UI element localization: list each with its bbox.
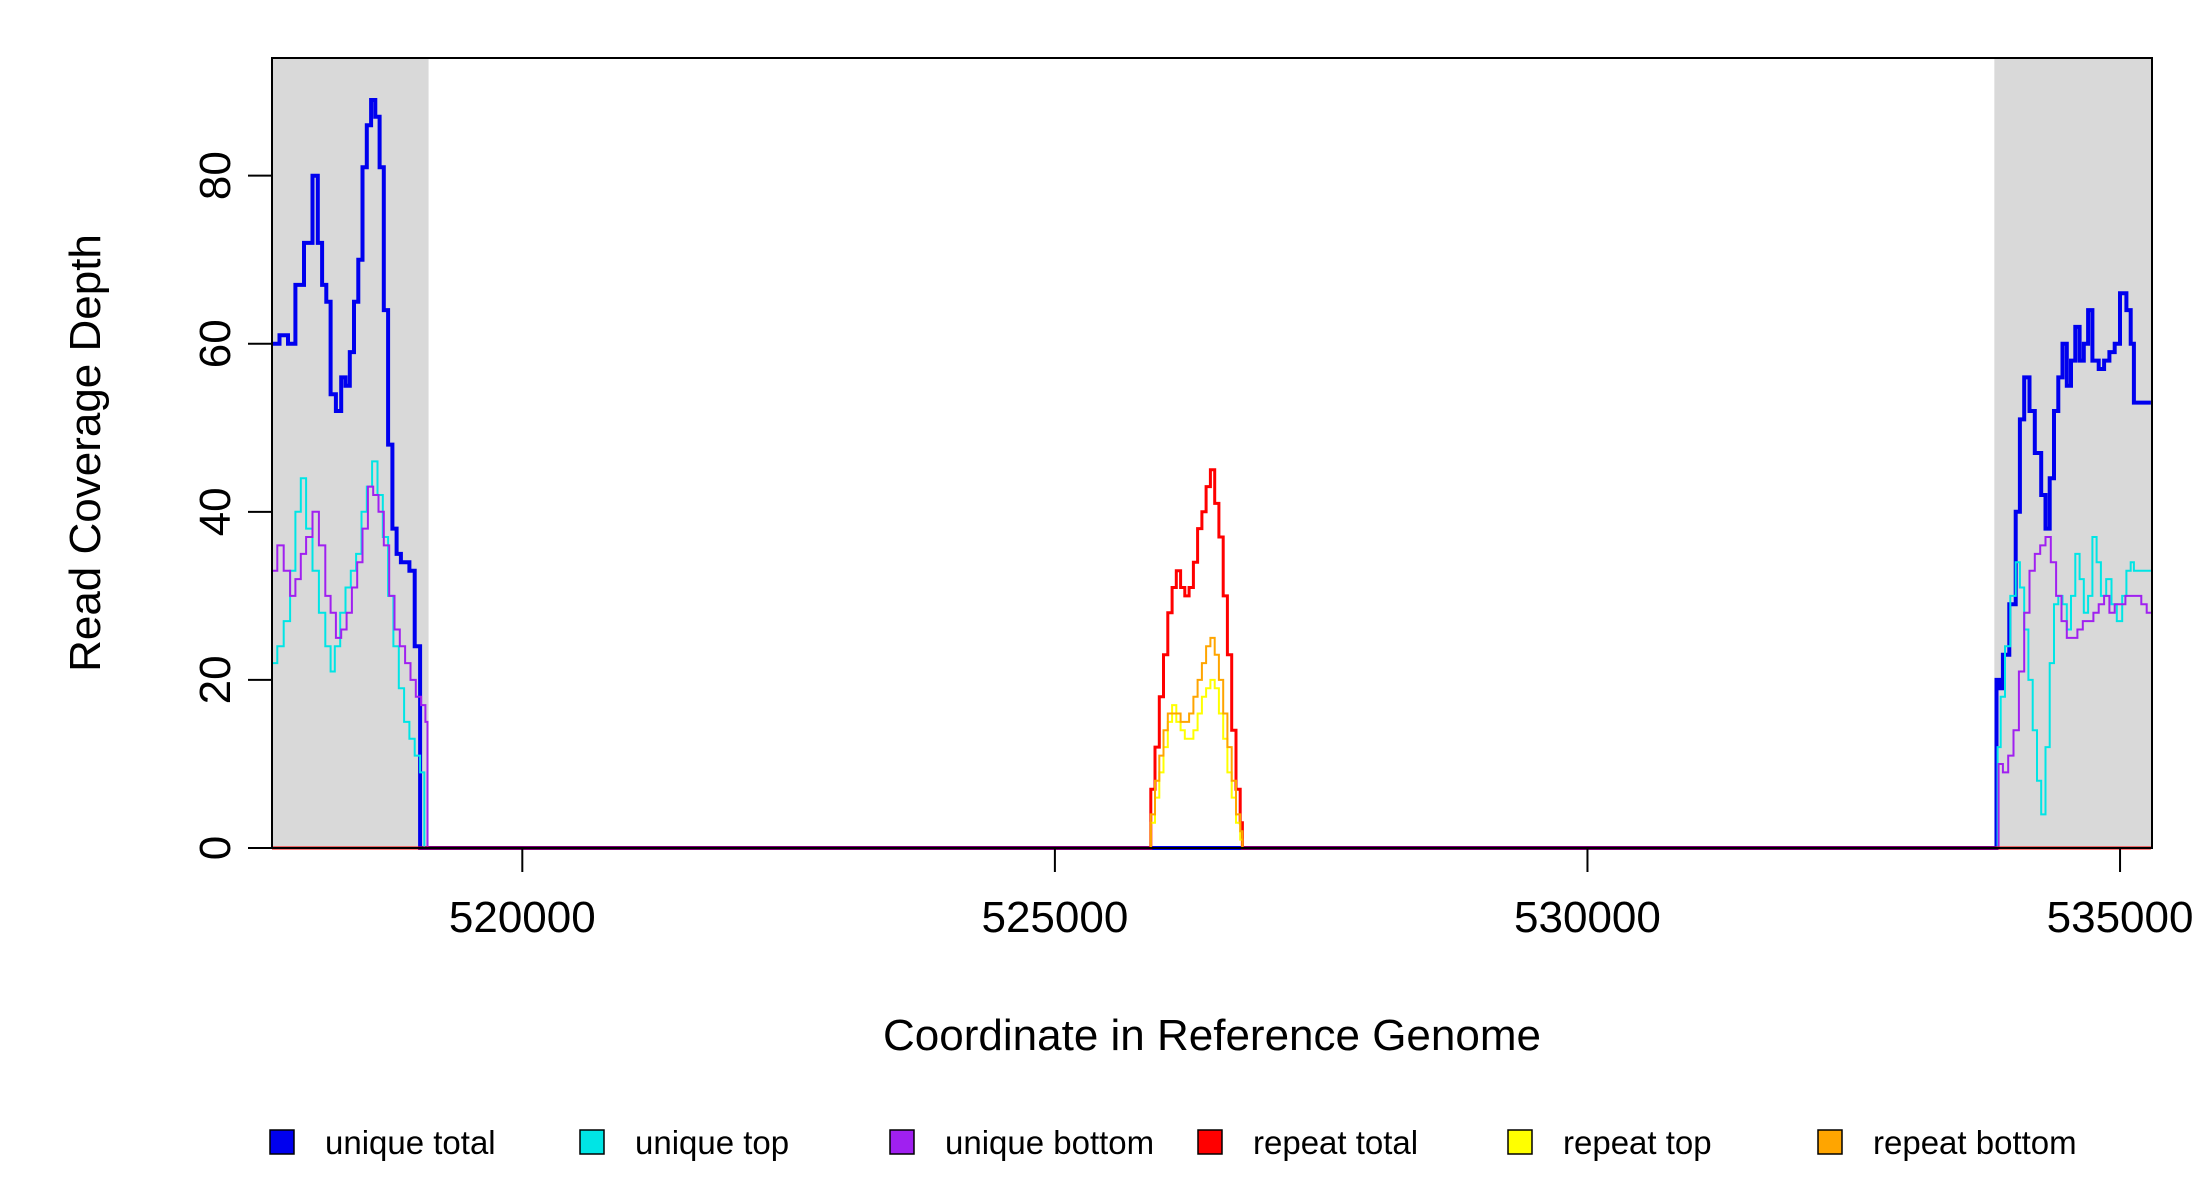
legend-swatch-repeat-top <box>1507 1129 1533 1155</box>
y-tick-label: 60 <box>191 319 240 368</box>
x-tick-label: 535000 <box>2047 893 2194 942</box>
legend-swatch-unique-total <box>269 1129 295 1155</box>
x-tick-label: 525000 <box>981 893 1128 942</box>
legend-swatch-repeat-bottom <box>1817 1129 1843 1155</box>
legend-swatch-unique-bottom <box>889 1129 915 1155</box>
legend-label-repeat-bottom: repeat bottom <box>1873 1124 2077 1161</box>
legend-label-repeat-total: repeat total <box>1253 1124 1418 1161</box>
series-line-repeat-bottom <box>272 636 2151 849</box>
y-axis-title: Read Coverage Depth <box>61 234 110 672</box>
legend-label-unique-bottom: unique bottom <box>945 1124 1154 1161</box>
x-axis-title: Coordinate in Reference Genome <box>883 1011 1541 1060</box>
y-tick-label: 80 <box>191 151 240 200</box>
x-tick-label: 520000 <box>449 893 596 942</box>
plot-frame <box>271 57 2153 849</box>
x-axis: 520000 525000 530000 535000 <box>449 848 2194 942</box>
y-tick-label: 40 <box>191 487 240 536</box>
legend-swatch-unique-top <box>579 1129 605 1155</box>
x-tick-label: 530000 <box>1514 893 1661 942</box>
legend-swatch-repeat-total <box>1197 1129 1223 1155</box>
y-tick-label: 20 <box>191 655 240 704</box>
legend-label-unique-total: unique total <box>325 1124 496 1161</box>
y-tick-label: 0 <box>191 836 240 860</box>
series-line-repeat-total <box>272 468 2151 850</box>
y-axis: 0 20 40 60 80 <box>191 151 272 860</box>
series-line-unique-top <box>272 460 2151 849</box>
legend: unique total unique top unique bottom repea… <box>269 1124 2077 1161</box>
shaded-region-1 <box>272 58 429 848</box>
legend-label-repeat-top: repeat top <box>1563 1124 1712 1161</box>
series-lines <box>272 98 2151 850</box>
series-line-repeat-top <box>272 678 2151 849</box>
legend-label-unique-top: unique top <box>635 1124 789 1161</box>
